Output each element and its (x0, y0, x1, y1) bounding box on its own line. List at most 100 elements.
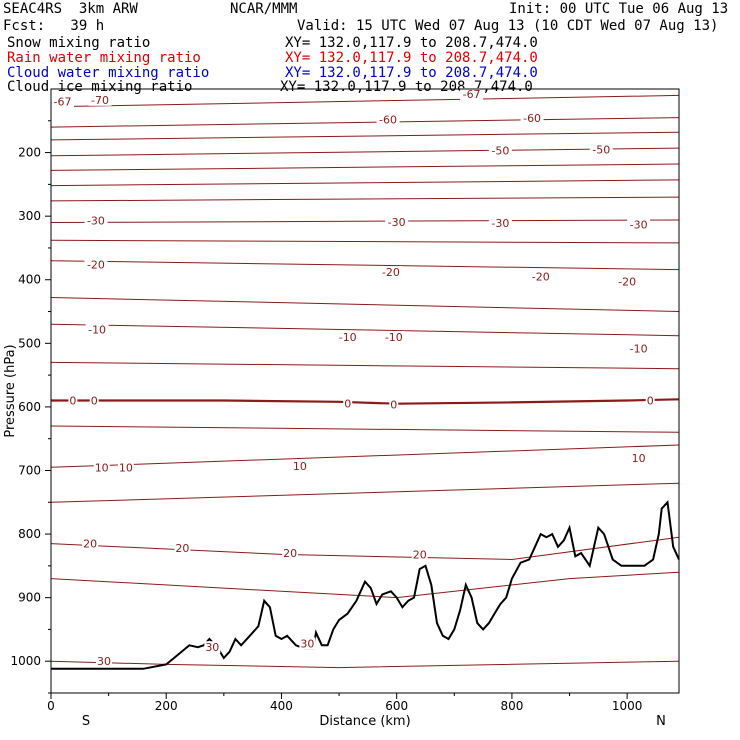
contour-label-bg (411, 548, 428, 561)
isotherm-20 (50, 536, 680, 561)
x-tick-label: 600 (385, 699, 408, 713)
contour-label: -10 (88, 323, 106, 336)
contour-label-bg (385, 215, 409, 228)
contour-label: -30 (491, 217, 509, 230)
isotherm-25 (50, 571, 680, 599)
contour-label-bg (488, 144, 512, 157)
contour-label-bg (282, 547, 299, 560)
contour-label-bg (93, 461, 110, 474)
contour-label: 10 (95, 461, 109, 474)
contour-label-bg (627, 342, 651, 355)
y-tick-label: 700 (18, 463, 41, 477)
contour-label-bg (51, 95, 75, 108)
header-model: SEAC4RS 3km ARW (3, 1, 138, 17)
isotherm--55 (50, 131, 680, 141)
contour-label-bg (529, 270, 553, 283)
y-tick-label: 400 (18, 273, 41, 287)
contour-label-bg (376, 113, 400, 126)
contour-label: 0 (91, 395, 98, 408)
isotherm--45 (50, 163, 680, 171)
contour-label-bg (84, 214, 108, 227)
contour-label-bg (645, 394, 655, 407)
contour-label: 30 (97, 655, 111, 668)
contour-label-bg (89, 394, 99, 407)
contour-label: 0 (69, 395, 76, 408)
field-cloudwater-xy: XY= 132.0,117.9 to 208.7,474.0 (285, 65, 538, 81)
y-tick-label: 500 (18, 336, 41, 350)
contour-label-bg (82, 537, 99, 550)
contour-label: 20 (83, 538, 97, 551)
contour-label-bg (85, 323, 109, 336)
contour-label-bg (343, 397, 353, 410)
contour-label-bg (174, 542, 191, 555)
contour-label: 20 (283, 547, 297, 560)
field-cloudwater-name: Cloud water mixing ratio (7, 65, 210, 81)
isotherm--5 (50, 361, 680, 370)
contour-label: -67 (463, 88, 481, 101)
contour-label-bg (589, 143, 613, 156)
x-tick-label: 200 (155, 699, 178, 713)
contour-label: -20 (382, 266, 400, 279)
contour-label: -30 (630, 218, 648, 231)
field-snow-xy: XY= 132.0,117.9 to 208.7,474.0 (285, 35, 538, 51)
contour-label-bg (520, 112, 544, 125)
contour-label-bg (630, 451, 647, 464)
contour-label-bg (117, 461, 134, 474)
contour-label: 0 (647, 395, 654, 408)
y-tick-label: 800 (18, 527, 41, 541)
contour-label-bg (336, 330, 360, 343)
y-tick-label: 900 (18, 591, 41, 605)
isotherm-15 (50, 482, 680, 503)
contour-label: -70 (91, 94, 109, 107)
contour-label: -67 (54, 96, 72, 109)
y-tick-label: 200 (18, 146, 41, 160)
contour-label-bg (68, 394, 78, 407)
contour-label: -10 (630, 342, 648, 355)
contour-label-bg (88, 93, 112, 106)
isotherm--50 (50, 147, 680, 157)
contour-label-bg (291, 460, 308, 473)
isotherm--35 (50, 196, 680, 202)
isotherm--60 (50, 117, 680, 128)
terrain-line (51, 500, 680, 670)
contour-label-bg (627, 218, 651, 231)
contour-label: 0 (390, 398, 397, 411)
x-tick-label: 0 (47, 699, 55, 713)
header-fcst: Fcst: 39 h (3, 18, 105, 34)
contour-label: -30 (388, 216, 406, 229)
y-tick-label: 600 (18, 400, 41, 414)
field-rain-name: Rain water mixing ratio (7, 50, 201, 66)
contour-label: 30 (205, 641, 219, 654)
field-cloudice-name: Cloud ice mixing ratio (7, 79, 193, 95)
y-tick-label: 1000 (10, 654, 41, 668)
x-axis-title: Distance (km) (319, 714, 410, 729)
y-axis-title: Pressure (hPa) (3, 344, 18, 437)
contour-label: -60 (523, 112, 541, 125)
x-tick-label: 1000 (612, 699, 643, 713)
contour-label-bg (204, 641, 221, 654)
isotherm-5 (50, 425, 680, 433)
contour-label: -30 (87, 215, 105, 228)
isotherm--25 (50, 239, 680, 244)
contour-label: -50 (491, 145, 509, 158)
isotherm-30 (50, 660, 680, 669)
contour-label-bg (96, 655, 113, 668)
contour-label: 20 (175, 542, 189, 555)
isotherm--65 (50, 94, 680, 108)
isotherm-0 (51, 398, 680, 405)
contour-label-bg (389, 398, 399, 411)
isotherm--20 (50, 260, 680, 271)
x-axis-end-label: N (656, 714, 666, 729)
header-init: Init: 00 UTC Tue 06 Aug 13 (509, 1, 729, 17)
contour-label-bg (299, 637, 316, 650)
isotherm--10 (50, 323, 680, 337)
contour-label-bg (379, 266, 403, 279)
contour-label: -10 (385, 331, 403, 344)
field-rain-xy: XY= 132.0,117.9 to 208.7,474.0 (285, 50, 538, 66)
contour-label-bg (382, 330, 406, 343)
header-valid: Valid: 15 UTC Wed 07 Aug 13 (10 CDT Wed … (297, 18, 719, 34)
contour-label: 20 (413, 548, 427, 561)
isotherm-10 (50, 444, 680, 468)
header-org: NCAR/MMM (230, 1, 298, 17)
